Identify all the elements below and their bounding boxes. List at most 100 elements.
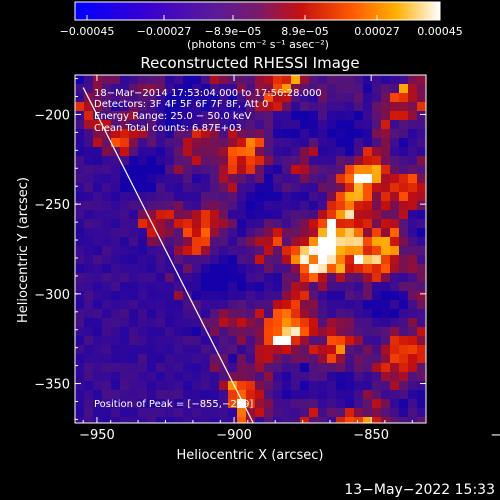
heatmap-cell	[192, 264, 201, 273]
heatmap-cell	[174, 345, 183, 354]
heatmap-cell	[84, 390, 93, 399]
heatmap-cell	[255, 282, 264, 291]
heatmap-cell	[327, 174, 336, 183]
x-tick-label: −800	[490, 428, 500, 443]
heatmap-cell	[264, 327, 273, 336]
heatmap-cell	[336, 417, 345, 423]
heatmap-cell	[318, 282, 327, 291]
heatmap-cell	[93, 327, 102, 336]
heatmap-cell	[336, 327, 345, 336]
heatmap-cell	[138, 219, 147, 228]
heatmap-cell	[372, 138, 381, 147]
heatmap-cell	[156, 228, 165, 237]
heatmap-cell	[399, 246, 408, 255]
heatmap-cell	[129, 210, 138, 219]
heatmap-cell	[165, 93, 174, 102]
heatmap-cell	[147, 246, 156, 255]
colorbar-units: (photons cm⁻² s⁻¹ asec⁻²)	[187, 38, 329, 51]
heatmap-cell	[192, 408, 201, 417]
heatmap-cell	[237, 246, 246, 255]
heatmap-cell	[165, 372, 174, 381]
heatmap-cell	[237, 327, 246, 336]
heatmap-cell	[228, 408, 237, 417]
heatmap-cell	[192, 129, 201, 138]
heatmap-cell	[255, 75, 264, 84]
heatmap-cell	[228, 381, 237, 390]
heatmap-cell	[372, 282, 381, 291]
heatmap-cell	[246, 147, 255, 156]
heatmap-cell	[102, 183, 111, 192]
heatmap-cell	[120, 372, 129, 381]
heatmap-cell	[255, 129, 264, 138]
heatmap-cell	[318, 219, 327, 228]
heatmap-cell	[390, 111, 399, 120]
heatmap-cell	[372, 381, 381, 390]
heatmap-cell	[183, 93, 192, 102]
heatmap-cell	[183, 174, 192, 183]
heatmap-cell	[111, 273, 120, 282]
heatmap-cell	[390, 399, 399, 408]
heatmap-cell	[363, 408, 372, 417]
heatmap-cell	[318, 156, 327, 165]
heatmap-cell	[291, 156, 300, 165]
colorbar-gradient	[74, 1, 441, 21]
heatmap-cell	[273, 291, 282, 300]
heatmap-cell	[264, 246, 273, 255]
heatmap-cell	[372, 183, 381, 192]
heatmap-cell	[102, 165, 111, 174]
heatmap-cell	[291, 75, 300, 84]
heatmap-cell	[228, 300, 237, 309]
heatmap-cell	[174, 165, 183, 174]
heatmap-cell	[372, 201, 381, 210]
y-tick-label: −200	[34, 108, 70, 123]
heatmap-cell	[165, 84, 174, 93]
heatmap-cell	[282, 363, 291, 372]
heatmap-cell	[138, 291, 147, 300]
heatmap-cell	[255, 165, 264, 174]
heatmap-cell	[399, 354, 408, 363]
heatmap-cell	[192, 138, 201, 147]
heatmap-cell	[156, 210, 165, 219]
heatmap-cell	[237, 282, 246, 291]
heatmap-cell	[201, 120, 210, 129]
heatmap-cell	[345, 282, 354, 291]
heatmap-cell	[165, 336, 174, 345]
heatmap-cell	[264, 147, 273, 156]
heatmap-cell	[291, 390, 300, 399]
heatmap-cell	[309, 390, 318, 399]
heatmap-cell	[201, 255, 210, 264]
heatmap-cell	[138, 210, 147, 219]
heatmap-cell	[354, 345, 363, 354]
heatmap-cell	[192, 309, 201, 318]
heatmap-cell	[201, 300, 210, 309]
heatmap-cell	[93, 165, 102, 174]
heatmap-cell	[354, 408, 363, 417]
heatmap-cell	[93, 291, 102, 300]
heatmap-cell	[192, 237, 201, 246]
heatmap-cell	[336, 354, 345, 363]
heatmap-cell	[120, 417, 129, 423]
heatmap-cell	[264, 129, 273, 138]
heatmap-cell	[183, 219, 192, 228]
heatmap-cell	[390, 165, 399, 174]
heatmap-cell	[192, 246, 201, 255]
heatmap-cell	[174, 102, 183, 111]
heatmap-cell	[282, 390, 291, 399]
heatmap-cell	[327, 84, 336, 93]
heatmap-cell	[165, 156, 174, 165]
heatmap-cell	[345, 390, 354, 399]
heatmap-cell	[210, 372, 219, 381]
heatmap-cell	[264, 228, 273, 237]
heatmap-cell	[228, 354, 237, 363]
heatmap-cell	[318, 327, 327, 336]
heatmap-cell	[282, 138, 291, 147]
heatmap-cell	[282, 309, 291, 318]
heatmap-cell	[93, 129, 102, 138]
heatmap-cell	[75, 129, 84, 138]
heatmap-cell	[399, 372, 408, 381]
heatmap-cell	[381, 219, 390, 228]
heatmap-cell	[390, 147, 399, 156]
heatmap-cell	[84, 147, 93, 156]
heatmap-cell	[282, 345, 291, 354]
heatmap-cell	[345, 183, 354, 192]
